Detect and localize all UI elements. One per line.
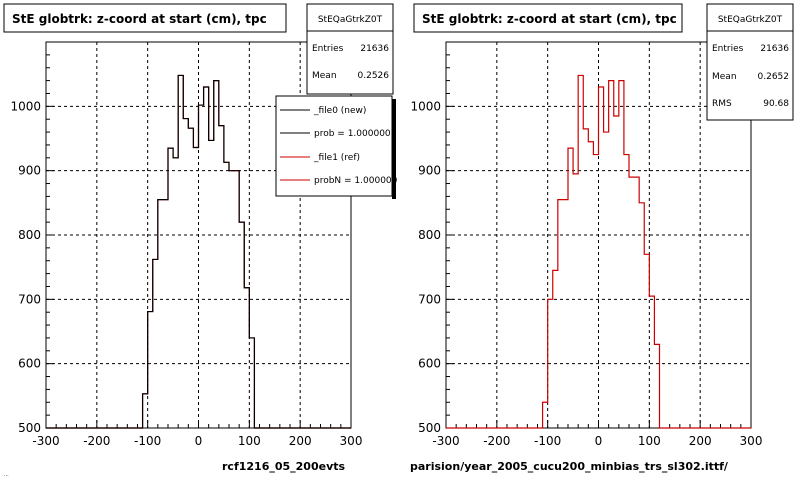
x-tick-label: -200: [483, 434, 510, 448]
left-chart-title: StE globtrk: z-coord at start (cm), tpc: [12, 12, 267, 26]
right-stats-mean-label: Mean: [712, 72, 737, 82]
right-grid: [446, 42, 751, 428]
y-tick-label: 700: [18, 292, 41, 306]
right-chart-title: StE globtrk: z-coord at start (cm), tpc: [422, 12, 677, 26]
y-tick-label: 600: [18, 357, 41, 371]
right-stats-rms-value: 90.68: [763, 99, 789, 109]
right-stats-entries-label: Entries: [712, 44, 744, 54]
y-tick-label: 700: [418, 292, 441, 306]
y-tick-label: 500: [418, 421, 441, 435]
y-tick-label: 600: [418, 357, 441, 371]
right-stats-mean-value: 0.2652: [758, 72, 790, 82]
right-ticks: -300 -200 -100 0 100 200 300 500 600 700 800 900 100…: [410, 41, 763, 448]
x-tick-label: -300: [432, 434, 459, 448]
right-histogram-panel: -300 -200 -100 0 100 200 300 500 600 700 800 900 100…: [410, 3, 794, 473]
legend-box: [275, 95, 393, 197]
left-series: [46, 74, 351, 429]
left-title-box: [3, 3, 287, 33]
x-tick-label: -300: [32, 434, 59, 448]
legend-label-prob: prob = 1.000000: [314, 129, 391, 139]
left-ticks: -300 -200 -100 0 100 200 300 500 600 700 800 900 100…: [10, 41, 363, 448]
x-tick-label: -100: [134, 434, 161, 448]
left-stats-mean-value: 0.2526: [358, 71, 390, 81]
left-stats-mean-label: Mean: [312, 71, 337, 81]
y-tick-label: 800: [418, 228, 441, 242]
x-tick-label: 100: [238, 434, 261, 448]
x-tick-label: 0: [595, 434, 603, 448]
right-series: [446, 74, 751, 429]
right-stats-box: [706, 3, 794, 121]
x-tick-label: 0: [195, 434, 203, 448]
y-tick-label: 900: [418, 164, 441, 178]
right-title-box: [413, 3, 683, 33]
left-stats-entries-value: 21636: [360, 44, 389, 54]
legend-shadow: [392, 99, 396, 199]
left-stats-name: StEQaGtrkZ0T: [318, 15, 383, 25]
x-tick-label: -100: [534, 434, 561, 448]
left-histogram-panel: -300 -200 -100 0 100 200 300 500 600 700 800 900 100…: [3, 3, 398, 473]
histogram-series-0: [446, 74, 751, 429]
y-tick-label: 800: [18, 228, 41, 242]
legend-label-probn: probN = 1.000000: [314, 176, 398, 186]
x-tick-label: 200: [689, 434, 712, 448]
y-tick-label: 500: [18, 421, 41, 435]
legend: _file0 (new) prob = 1.000000 _file1 (ref…: [275, 95, 398, 199]
left-footer-label: rcf1216_05_200evts: [222, 460, 346, 473]
x-tick-label: 200: [289, 434, 312, 448]
right-stats-rms-label: RMS: [712, 99, 732, 109]
left-footer-small: ...: [4, 472, 9, 478]
x-tick-label: 300: [340, 434, 363, 448]
y-tick-label: 900: [18, 164, 41, 178]
x-tick-label: 300: [740, 434, 763, 448]
y-tick-label: 1000: [410, 99, 441, 113]
legend-label-new: _file0 (new): [313, 106, 366, 116]
x-tick-label: 100: [638, 434, 661, 448]
x-tick-label: -200: [83, 434, 110, 448]
histogram-series-1: [46, 74, 351, 429]
left-stats-entries-label: Entries: [312, 44, 344, 54]
right-footer-label: parision/year_2005_cucu200_minbias_trs_s…: [410, 460, 729, 473]
right-stats-entries-value: 21636: [760, 44, 789, 54]
y-tick-label: 1000: [10, 99, 41, 113]
left-stats-box: [306, 3, 394, 95]
right-stats-name: StEQaGtrkZ0T: [718, 15, 783, 25]
legend-label-ref: _file1 (ref): [313, 153, 360, 163]
